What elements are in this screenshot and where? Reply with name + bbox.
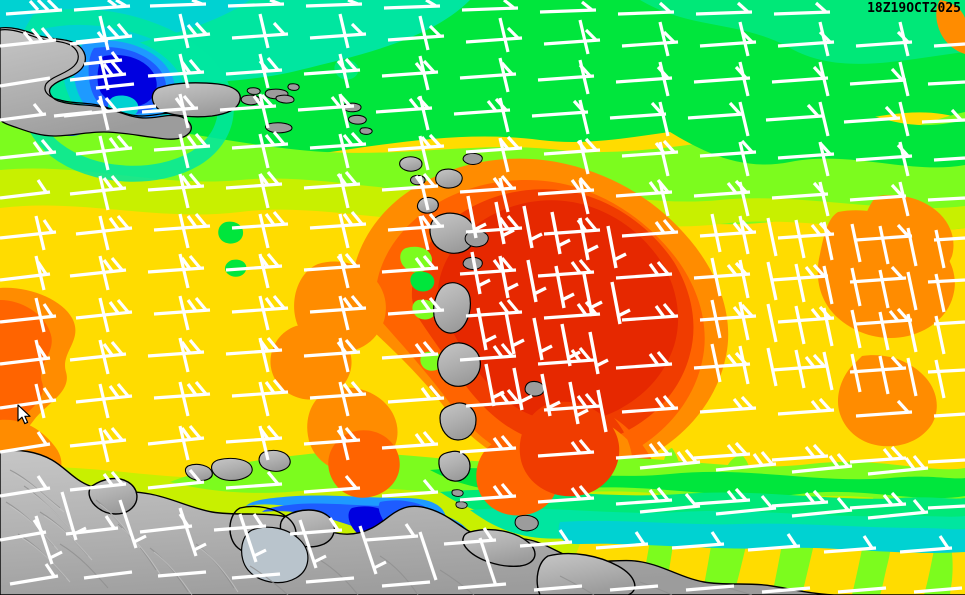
- forecast-timestamp-label: 18Z19OCT2025: [867, 1, 961, 16]
- mouse-cursor-pointer: [17, 404, 31, 425]
